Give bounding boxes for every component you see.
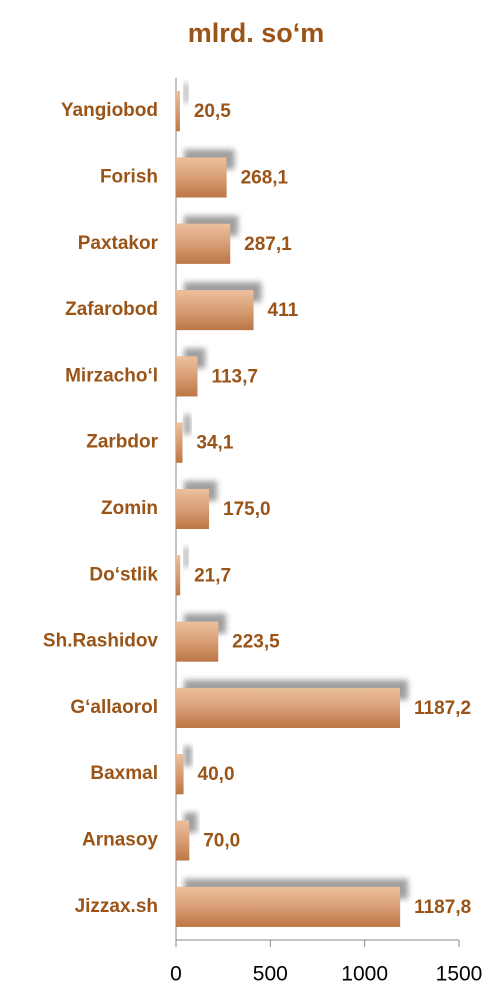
bar-shade <box>176 290 254 331</box>
bar-shade <box>176 356 198 397</box>
bar-shadow <box>184 746 192 767</box>
y-tick-label: Paxtakor <box>78 233 159 254</box>
bar-shade <box>176 223 231 264</box>
y-tick-label: Baxmal <box>90 763 158 784</box>
data-label: 70,0 <box>203 831 240 852</box>
bar-shade <box>176 91 180 132</box>
x-tick-label: 500 <box>253 963 288 986</box>
bar-shadow <box>184 547 189 568</box>
y-tick-label: Zomin <box>101 498 158 519</box>
bar-shade <box>176 422 183 463</box>
x-tick-label: 1500 <box>436 963 483 986</box>
data-label: 175,0 <box>223 499 271 520</box>
bar-shadow <box>184 83 188 104</box>
data-label: 34,1 <box>196 433 233 454</box>
bar-shade <box>176 754 184 795</box>
bar-shade <box>176 886 401 927</box>
y-tick-label: Jizzax.sh <box>75 896 158 917</box>
bar-shadow <box>184 414 191 435</box>
data-label: 287,1 <box>244 234 292 255</box>
x-tick-label: 1000 <box>341 963 388 986</box>
y-tick-label: Forish <box>100 166 158 187</box>
data-label: 268,1 <box>241 167 289 188</box>
y-tick-label: Zafarobod <box>65 299 158 320</box>
y-tick-label: G‘allaorol <box>70 697 158 718</box>
data-label: 1187,8 <box>414 897 471 918</box>
bar-shade <box>176 157 227 198</box>
data-label: 40,0 <box>198 764 235 785</box>
y-tick-label: Yangiobod <box>61 100 158 121</box>
x-tick-label: 0 <box>170 963 182 986</box>
bar-shade <box>176 820 190 861</box>
data-label: 411 <box>268 300 299 321</box>
data-label: 21,7 <box>194 565 231 586</box>
data-label: 223,5 <box>232 632 280 653</box>
data-label: 113,7 <box>211 366 258 387</box>
bar-shade <box>176 555 181 596</box>
bar-shade <box>176 621 219 662</box>
y-tick-label: Arnasoy <box>82 830 158 851</box>
y-tick-label: Zarbdor <box>86 432 158 453</box>
data-label: 20,5 <box>194 101 231 122</box>
bar-shade <box>176 489 210 529</box>
data-label: 1187,2 <box>414 698 471 719</box>
y-tick-label: Sh.Rashidov <box>43 631 159 652</box>
y-tick-label: Do‘stlik <box>89 564 158 585</box>
chart-title: mlrd. so‘m <box>188 18 325 48</box>
bar-shade <box>176 687 400 728</box>
y-tick-label: Mirzacho‘l <box>65 365 158 386</box>
